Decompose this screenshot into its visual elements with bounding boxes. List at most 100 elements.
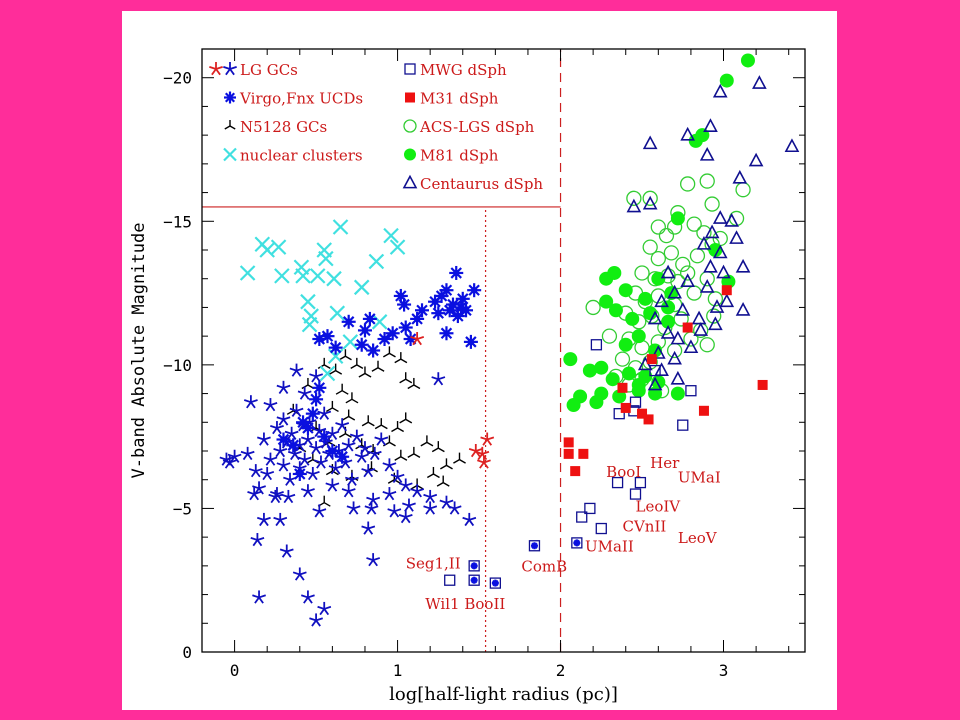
point-acs-lgs-dsph <box>680 265 696 281</box>
point-nuclear-clusters <box>342 334 359 350</box>
legend-label: LG GCs <box>240 61 298 79</box>
point-virgo-fnx-ucds <box>467 283 482 298</box>
point-n5128-gcs <box>399 412 413 424</box>
legend-label: M81 dSph <box>420 147 499 165</box>
point-nuclear-clusters <box>274 268 290 284</box>
point-lg-gcs-mw <box>273 444 288 458</box>
point-n5128-gcs <box>338 349 352 361</box>
point-acs-lgs-dsph <box>680 176 696 192</box>
point-m81-dsph <box>651 271 666 286</box>
point-m31-dsph <box>643 414 654 425</box>
point-m81-dsph <box>631 329 646 344</box>
point-acs-lgs-dsph <box>658 227 675 244</box>
point-nuclear-clusters <box>301 316 318 333</box>
point-m31-dsph <box>721 285 732 296</box>
point-centaurus-dsph <box>699 279 715 293</box>
point-virgo-fnx-ucds <box>449 265 464 280</box>
point-lg-gcs-mw <box>227 449 242 463</box>
point-m81-dsph <box>594 360 609 375</box>
point-centaurus-dsph <box>703 118 718 132</box>
point-m81-dsph <box>563 352 578 367</box>
point-lg-gcs-mw <box>247 487 262 501</box>
point-lg-gcs-mw <box>402 498 416 512</box>
point-nuclear-clusters <box>353 279 370 296</box>
x-tick-label: 1 <box>393 661 403 680</box>
point-lg-gcs-mw <box>317 406 332 420</box>
point-centaurus-dsph <box>642 135 658 150</box>
point-centaurus-dsph <box>709 299 725 313</box>
point-lg-gcs-mw <box>462 512 477 527</box>
point-lg-gcs-mw <box>314 455 328 469</box>
point-lg-gcs-mw <box>281 489 296 504</box>
point-virgo-fnx-ucds <box>300 421 315 436</box>
point-nuclear-clusters <box>371 314 388 330</box>
point-centaurus-dsph <box>716 264 731 279</box>
point-lg-gcs-m31 <box>475 446 490 461</box>
point-virgo-fnx-ucds <box>366 343 381 358</box>
point-n5128-gcs <box>391 421 405 433</box>
point-lg-gcs-m31 <box>477 455 491 469</box>
legend-marker <box>405 92 415 103</box>
point-centaurus-dsph <box>660 264 676 279</box>
point-lg-gcs-mw <box>447 501 462 515</box>
point-lg-gcs-mw <box>382 487 397 501</box>
point-n5128-gcs <box>301 377 315 390</box>
point-centaurus-dsph <box>712 83 728 98</box>
point-lg-gcs-mw <box>256 512 271 527</box>
point-mwg-dsph <box>613 408 625 420</box>
point-mwg-dsph <box>634 476 647 489</box>
point-acs-lgs-dsph <box>699 337 715 353</box>
point-nuclear-clusters <box>318 250 334 267</box>
point-virgo-fnx-ucds <box>276 432 291 447</box>
legend-marker <box>404 148 416 161</box>
point-virgo-fnx-ucds <box>385 326 400 341</box>
point-virgo-fnx-ucds <box>431 306 446 321</box>
point-acs-lgs-dsph <box>689 248 706 264</box>
point-lg-gcs-mw <box>260 466 275 481</box>
point-m81-dsph <box>670 386 685 401</box>
point-virgo-fnx-ucds <box>312 380 327 395</box>
point-centaurus-dsph <box>660 324 676 339</box>
point-centaurus-dsph <box>667 284 682 299</box>
point-centaurus-dsph <box>647 376 663 391</box>
point-virgo-fnx-ucds <box>463 334 478 349</box>
legend-item: Virgo,Fnx UCDs <box>224 90 363 108</box>
point-virgo-fnx-ucds <box>398 320 413 335</box>
point-centaurus-dsph <box>735 302 751 316</box>
point-lg-gcs-mw <box>270 421 284 435</box>
point-lg-gcs-mw <box>309 369 324 383</box>
point-m31-dsph <box>620 402 631 413</box>
y-tick-label: −10 <box>163 356 192 375</box>
point-virgo-fnx-ucds <box>320 329 335 344</box>
point-lg-gcs-mw <box>256 432 271 446</box>
y-tick-label: −5 <box>173 499 192 518</box>
point-centaurus-dsph <box>683 339 699 354</box>
point-mwg-dsph <box>528 540 541 552</box>
legend-item: nuclear clusters <box>223 147 363 165</box>
annotation-label: ComB <box>521 558 567 576</box>
point-m31-dsph <box>757 379 768 390</box>
point-boxed-ucd-marker <box>470 576 478 584</box>
point-n5128-gcs <box>453 452 466 464</box>
point-lg-gcs-mw <box>248 464 263 478</box>
point-centaurus-dsph <box>732 169 748 184</box>
point-acs-lgs-dsph <box>675 256 691 273</box>
point-nuclear-clusters <box>332 219 349 235</box>
point-mwg-dsph <box>629 396 642 408</box>
point-virgo-fnx-ucds <box>312 332 327 347</box>
point-n5128-gcs <box>317 357 331 369</box>
point-virgo-fnx-ucds <box>286 438 301 453</box>
point-boxed-ucd-marker <box>491 579 499 587</box>
point-lg-gcs-mw <box>276 412 291 426</box>
point-m81-dsph <box>695 128 710 143</box>
point-lg-gcs-mw <box>349 429 364 443</box>
legend-label: M31 dSph <box>420 90 499 108</box>
y-tick-label: −20 <box>163 69 192 88</box>
point-lg-gcs-mw <box>250 533 265 547</box>
point-lg-gcs-mw <box>361 464 376 478</box>
point-centaurus-dsph <box>670 370 686 385</box>
point-acs-lgs-dsph <box>699 271 715 287</box>
point-virgo-fnx-ucds <box>335 449 350 464</box>
legend-label: Virgo,Fnx UCDs <box>239 90 363 108</box>
point-nuclear-clusters <box>259 242 275 258</box>
